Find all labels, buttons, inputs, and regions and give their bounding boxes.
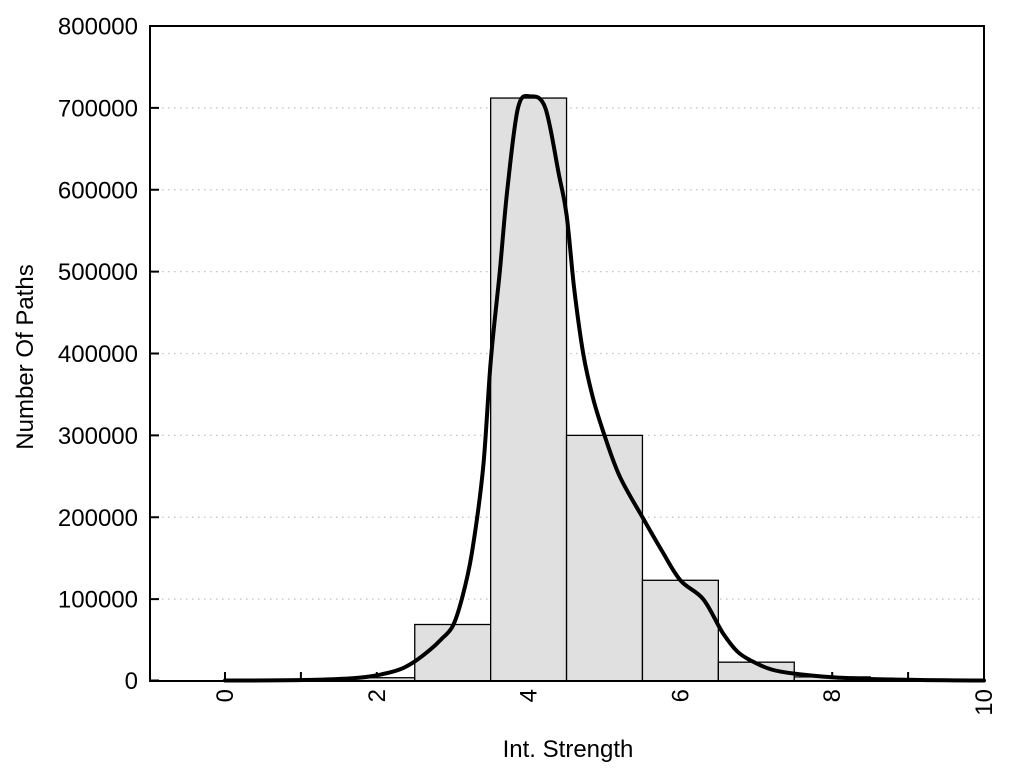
density-curve — [223, 93, 986, 683]
x-tick-label: 10 — [971, 689, 998, 716]
histogram-bar — [641, 579, 720, 682]
x-axis-title: Int. Strength — [502, 736, 634, 763]
y-tick-label: 600000 — [58, 177, 138, 204]
y-tick-label: 700000 — [58, 95, 138, 122]
y-tick-label: 400000 — [58, 341, 138, 368]
x-tick-label: 6 — [667, 689, 694, 702]
x-tick-label: 4 — [516, 689, 543, 702]
histogram-bar — [489, 97, 568, 682]
x-tick-label: 8 — [819, 689, 846, 702]
x-tick-label: 0 — [212, 689, 239, 702]
histogram-bar — [565, 434, 644, 682]
y-tick-label: 0 — [125, 668, 138, 695]
y-tick-label: 300000 — [58, 423, 138, 450]
x-tick-label: 2 — [364, 689, 391, 702]
y-tick-label: 800000 — [58, 14, 138, 41]
y-tick-label: 100000 — [58, 587, 138, 614]
y-axis-title: Number Of Paths — [12, 264, 39, 450]
plot-frame — [149, 25, 985, 682]
y-tick-label: 500000 — [58, 259, 138, 286]
y-tick-label: 200000 — [58, 505, 138, 532]
